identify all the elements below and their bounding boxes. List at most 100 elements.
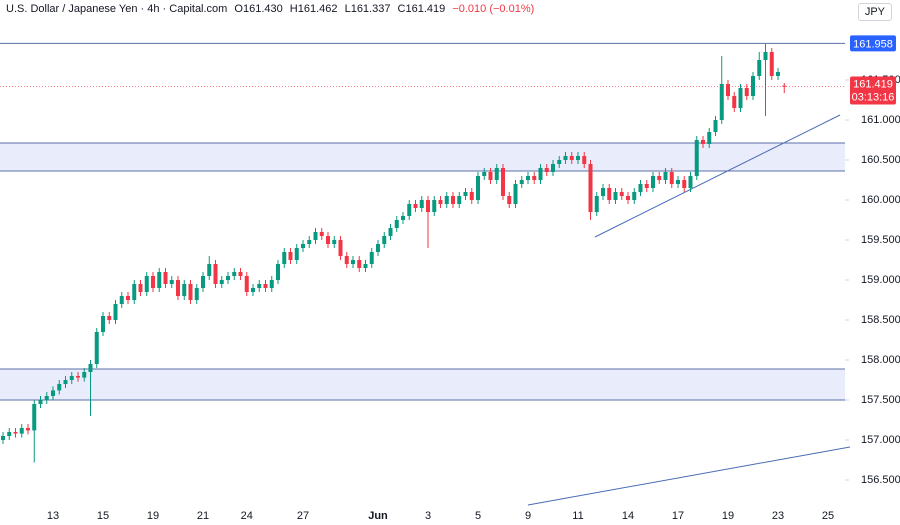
candle-body (651, 176, 655, 188)
candle-body (732, 96, 737, 108)
candle-body (13, 432, 18, 434)
candle-body (107, 316, 112, 320)
y-tick-label: 156.500 (861, 474, 900, 486)
candle-body (626, 196, 630, 200)
last-price-box (850, 76, 896, 105)
x-tick-label: 21 (197, 510, 209, 522)
x-tick-label: 3 (425, 510, 431, 522)
candle-body (463, 192, 468, 196)
zone (0, 369, 845, 400)
candle-body (707, 132, 712, 144)
y-tick-label: 160.000 (861, 194, 900, 206)
candle-body (369, 252, 374, 264)
x-tick-label: 13 (47, 510, 59, 522)
candle-body (76, 376, 80, 378)
candle-body (544, 168, 549, 172)
candle-body (588, 164, 593, 212)
candle-body (526, 176, 530, 180)
candle-body (51, 390, 55, 396)
candle-body (576, 156, 580, 160)
y-tick-label: 160.500 (861, 154, 900, 166)
candle-body (726, 84, 730, 96)
candle-body (288, 252, 293, 260)
candle-body (569, 156, 574, 160)
trendline (527, 446, 851, 506)
candle-body (488, 172, 493, 180)
candle-body (482, 172, 487, 176)
candle-body (276, 264, 280, 280)
candle-body (188, 284, 193, 300)
candle-body (244, 276, 249, 292)
candle-body (607, 188, 612, 200)
x-tick-label: 15 (97, 510, 109, 522)
candle-body (694, 140, 699, 176)
y-tick-label: 158.000 (861, 354, 900, 366)
candle-body (176, 280, 180, 296)
candle-body (713, 120, 718, 132)
candle-body (638, 184, 643, 192)
candle-body (357, 260, 362, 268)
candle-body (551, 164, 555, 172)
candle-body (438, 200, 443, 204)
candle-body (738, 88, 743, 108)
header: U.S. Dollar / Japanese Yen · 4h · Capita… (6, 3, 538, 15)
candle-body (382, 236, 387, 244)
candle-body (469, 192, 474, 200)
candle-body (426, 200, 430, 212)
candle-body (232, 272, 237, 276)
candle-body (101, 316, 105, 332)
level-label: 161.958 (853, 38, 893, 50)
candle-body (532, 176, 537, 180)
ohlc-high: H161.462 (289, 3, 338, 15)
candle-body (82, 372, 87, 378)
candle-body (194, 288, 199, 300)
candle-body (682, 180, 687, 188)
trendline (594, 114, 841, 238)
y-tick-label: 161.000 (861, 114, 900, 126)
candle-body (719, 84, 724, 120)
candle-body (663, 172, 668, 180)
candle-body (282, 252, 287, 264)
candle-body (151, 276, 155, 288)
currency-button[interactable]: JPY (857, 3, 892, 21)
candle-body (501, 168, 505, 196)
candle-body (313, 232, 318, 240)
x-tick-label: Jun (368, 510, 388, 522)
change: −0.010 (−0.01%) (452, 3, 535, 15)
candle-body (157, 272, 162, 288)
candle-body (163, 272, 168, 284)
ohlc-close: C161.419 (397, 3, 446, 15)
candle-body (769, 52, 774, 76)
candle-body (457, 196, 462, 204)
candle-body (657, 176, 662, 180)
candle-body (44, 396, 49, 400)
candle-body (744, 88, 749, 96)
candle-body (601, 188, 605, 196)
candle-body (269, 280, 274, 288)
candle-body (701, 140, 705, 144)
candle-body (94, 332, 99, 364)
candle-body (476, 176, 480, 200)
candle-body (407, 204, 412, 216)
x-tick-label: 17 (672, 510, 684, 522)
candle-body (144, 276, 149, 292)
candle-body (126, 296, 130, 300)
candle-body (32, 404, 37, 431)
candle-body (119, 296, 124, 304)
candle-body (238, 272, 243, 276)
candle-body (351, 260, 355, 264)
candle-body (63, 380, 68, 384)
x-tick-label: 19 (147, 510, 159, 522)
candle-body (57, 384, 62, 391)
y-tick-label: 157.500 (861, 394, 900, 406)
candle-body (207, 264, 212, 276)
candle-body (594, 196, 599, 212)
x-tick-label: 5 (475, 510, 481, 522)
candle-body (388, 228, 393, 236)
candle-body (401, 216, 405, 220)
candle-body (1, 436, 5, 440)
candle-body (344, 256, 349, 264)
y-tick-label: 157.000 (861, 434, 900, 446)
candle-body (538, 168, 543, 180)
